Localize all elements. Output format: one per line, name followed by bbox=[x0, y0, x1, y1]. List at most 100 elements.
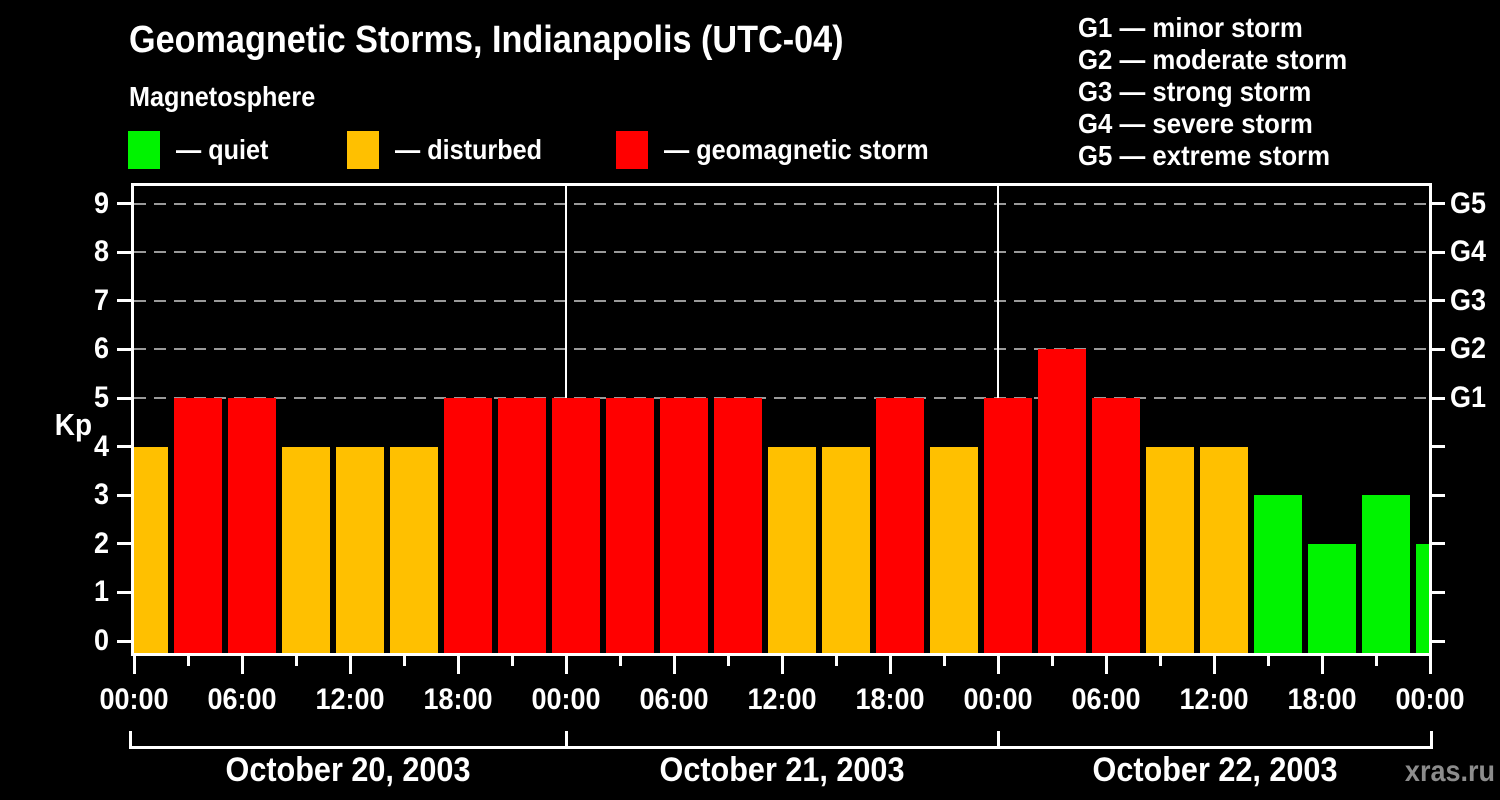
kp-bar bbox=[822, 446, 870, 653]
x-tick-label: 00:00 bbox=[531, 683, 601, 716]
x-axis-major-tick bbox=[457, 656, 460, 674]
date-bracket-tick bbox=[129, 731, 132, 749]
y-axis-tick-right bbox=[1432, 542, 1445, 546]
g-legend-line: G4 — severe storm bbox=[1078, 108, 1313, 139]
y-axis-tick-right bbox=[1432, 639, 1445, 643]
y-tick-label: 4 bbox=[93, 429, 109, 463]
x-axis-major-tick bbox=[673, 656, 676, 674]
y-axis-tick bbox=[117, 639, 131, 643]
disturbed-swatch-icon bbox=[347, 131, 379, 169]
legend-item-label: — quiet bbox=[176, 134, 269, 165]
kp-bar bbox=[930, 446, 978, 653]
x-axis-major-tick bbox=[1105, 656, 1108, 674]
kp-bar bbox=[174, 398, 222, 653]
x-tick-label: 00:00 bbox=[99, 683, 169, 716]
x-tick-label: 12:00 bbox=[747, 683, 817, 716]
y-axis-tick bbox=[117, 299, 131, 303]
plot-area bbox=[131, 183, 1432, 656]
kp-bar bbox=[336, 446, 384, 653]
g-legend-line: G1 — minor storm bbox=[1078, 12, 1303, 43]
date-label: October 22, 2003 bbox=[1092, 751, 1338, 789]
y-axis-tick bbox=[117, 445, 131, 449]
x-tick-label: 00:00 bbox=[963, 683, 1033, 716]
y-tick-label: 0 bbox=[93, 624, 109, 657]
y-axis-tick bbox=[117, 396, 131, 400]
kp-bar bbox=[1146, 446, 1194, 653]
legend-item-storm: — geomagnetic storm bbox=[616, 131, 958, 169]
x-axis-minor-tick bbox=[835, 656, 838, 666]
y-axis-tick bbox=[117, 202, 131, 206]
gridline-g3 bbox=[134, 300, 1429, 302]
kp-bar bbox=[1092, 398, 1140, 653]
y-axis-tick bbox=[117, 590, 131, 594]
kp-bar bbox=[228, 398, 276, 653]
y-tick-label: 7 bbox=[93, 283, 109, 317]
y-tick-label: 6 bbox=[93, 332, 109, 366]
y-axis-tick bbox=[117, 493, 131, 497]
legend-item-label: — disturbed bbox=[395, 134, 543, 165]
x-axis-major-tick bbox=[1213, 656, 1216, 674]
x-axis-major-tick bbox=[133, 656, 136, 674]
y-axis-tick-right bbox=[1432, 493, 1445, 497]
storm-swatch-icon bbox=[616, 131, 648, 169]
date-label: October 20, 2003 bbox=[225, 751, 471, 789]
x-tick-label: 12:00 bbox=[315, 683, 385, 716]
x-axis-minor-tick bbox=[511, 656, 514, 666]
x-tick-label: 06:00 bbox=[207, 683, 277, 716]
y-axis-tick-right bbox=[1432, 202, 1445, 206]
x-axis-major-tick bbox=[1429, 656, 1432, 674]
date-bracket-tick bbox=[565, 731, 568, 749]
x-axis-minor-tick bbox=[403, 656, 406, 666]
x-axis-major-tick bbox=[241, 656, 244, 674]
chart-title: Geomagnetic Storms, Indianapolis (UTC-04… bbox=[129, 19, 844, 61]
y-axis-tick-right bbox=[1432, 445, 1445, 449]
kp-bar bbox=[1308, 543, 1356, 653]
y-axis-label: Kp bbox=[54, 407, 92, 442]
y-tick-label: 3 bbox=[93, 478, 109, 512]
kp-bar bbox=[134, 446, 168, 653]
legend-item-label: — geomagnetic storm bbox=[664, 134, 929, 165]
kp-bar bbox=[660, 398, 708, 653]
kp-bar bbox=[390, 446, 438, 653]
kp-bar bbox=[714, 398, 762, 653]
y-axis-tick-right bbox=[1432, 396, 1445, 400]
date-label: October 21, 2003 bbox=[659, 751, 905, 789]
x-axis-minor-tick bbox=[1267, 656, 1270, 666]
y-axis-tick bbox=[117, 347, 131, 351]
kp-bar bbox=[1416, 543, 1429, 653]
x-axis-major-tick bbox=[997, 656, 1000, 674]
g-level-label: G4 bbox=[1450, 235, 1487, 269]
date-bracket-tick bbox=[1430, 731, 1433, 749]
x-axis-minor-tick bbox=[295, 656, 298, 666]
day-divider bbox=[565, 186, 567, 398]
legend-item-quiet: — quiet bbox=[128, 131, 279, 169]
g-level-label: G2 bbox=[1450, 332, 1487, 366]
y-axis-tick bbox=[117, 542, 131, 546]
gridline-g5 bbox=[134, 203, 1429, 205]
kp-color-legend: — quiet — disturbed — geomagnetic storm bbox=[0, 131, 1500, 169]
g-level-label: G3 bbox=[1450, 283, 1487, 317]
legend-item-disturbed: — disturbed bbox=[347, 131, 558, 169]
kp-bar bbox=[768, 446, 816, 653]
x-axis-minor-tick bbox=[727, 656, 730, 666]
date-bracket-line bbox=[129, 746, 1433, 749]
y-axis-tick-right bbox=[1432, 250, 1445, 254]
y-tick-label: 1 bbox=[93, 575, 109, 609]
date-bracket-tick bbox=[997, 731, 1000, 749]
chart-subtitle: Magnetosphere bbox=[129, 81, 316, 112]
g-legend-line: G5 — extreme storm bbox=[1078, 140, 1330, 171]
kp-bar bbox=[1362, 495, 1410, 653]
kp-bar bbox=[1254, 495, 1302, 653]
x-tick-label: 18:00 bbox=[423, 683, 493, 716]
y-axis-tick-right bbox=[1432, 347, 1445, 351]
x-axis-minor-tick bbox=[1051, 656, 1054, 666]
x-tick-label: 06:00 bbox=[1071, 683, 1141, 716]
kp-bar bbox=[444, 398, 492, 653]
x-axis-major-tick bbox=[781, 656, 784, 674]
kp-bar bbox=[876, 398, 924, 653]
watermark: xras.ru bbox=[1404, 755, 1495, 788]
kp-bar bbox=[498, 398, 546, 653]
g-legend-line: G3 — strong storm bbox=[1078, 76, 1312, 107]
x-axis-major-tick bbox=[1321, 656, 1324, 674]
